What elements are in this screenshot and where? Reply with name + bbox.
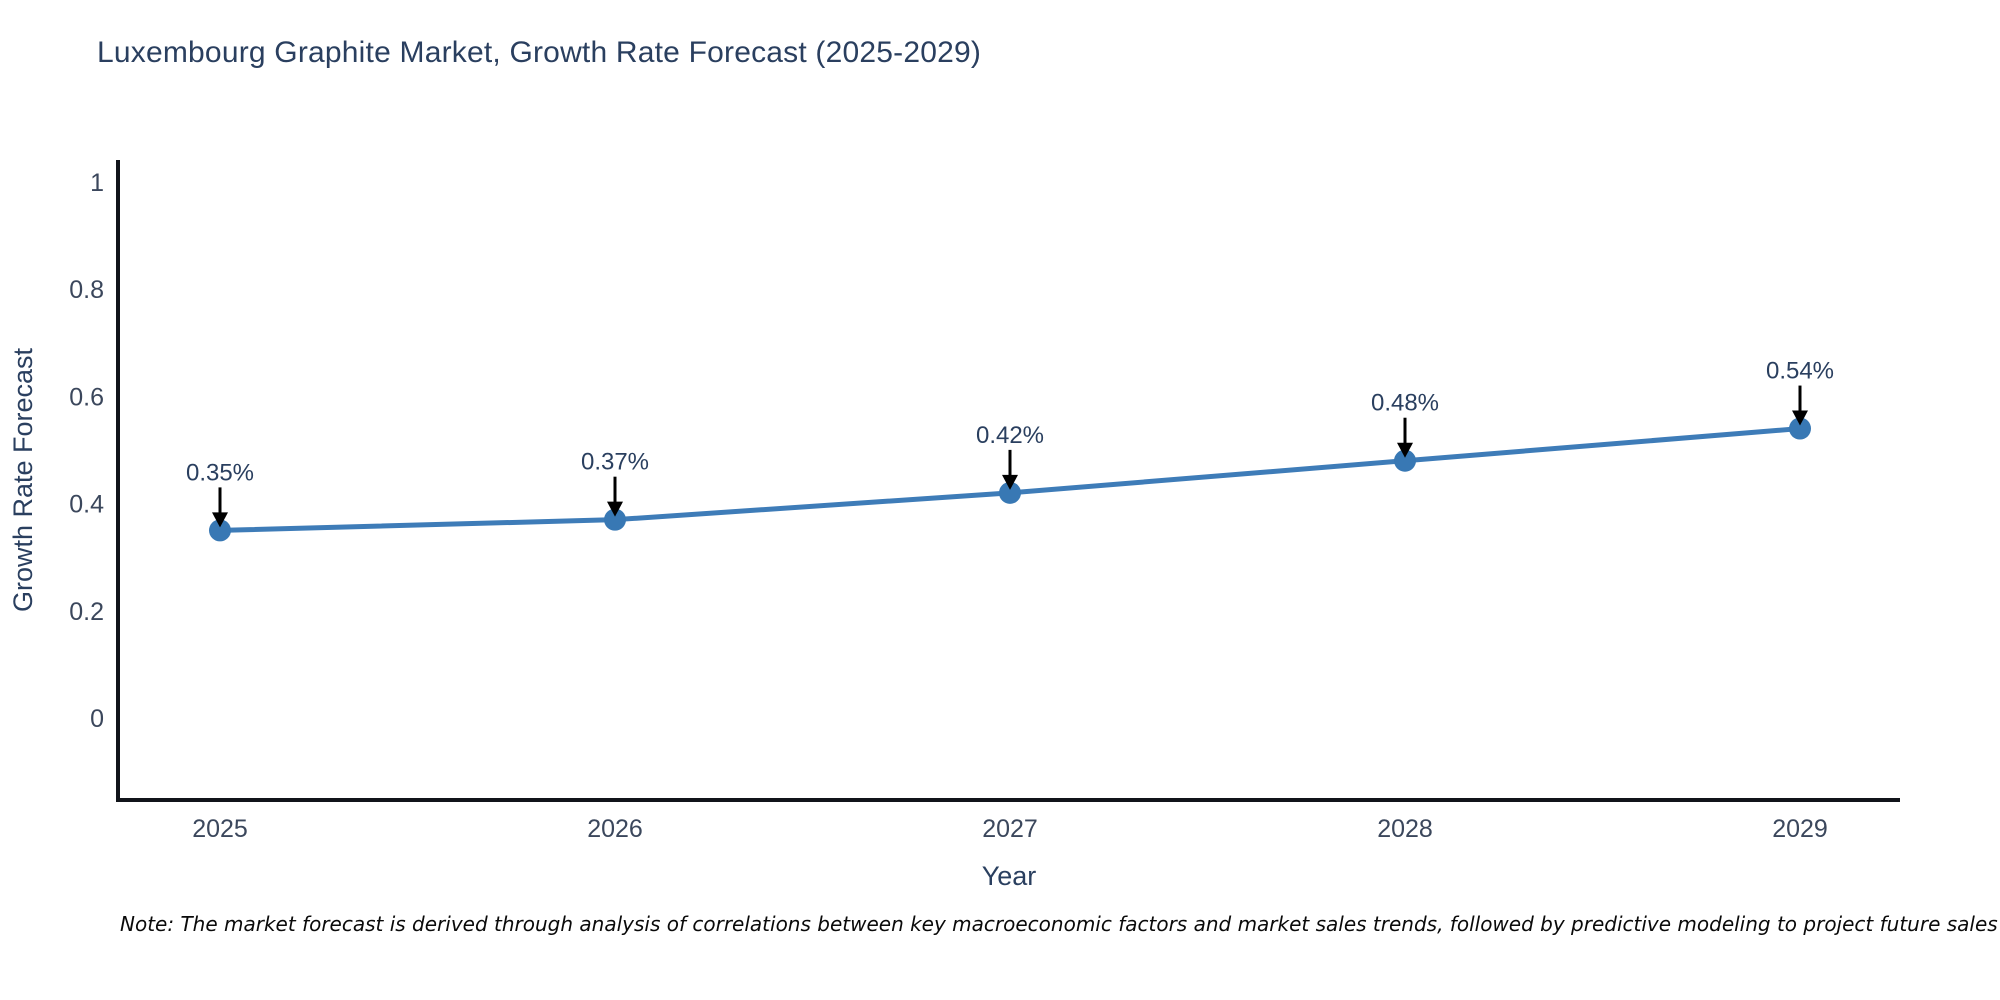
x-tick-label: 2027 bbox=[982, 815, 1038, 843]
annotation-label: 0.37% bbox=[581, 449, 649, 476]
data-point bbox=[999, 481, 1021, 504]
annotation-arrow-head bbox=[607, 501, 623, 517]
y-tick-label: 1 bbox=[90, 169, 104, 197]
annotation-arrow-head bbox=[1002, 474, 1018, 490]
y-tick-label: 0.4 bbox=[69, 491, 104, 519]
x-tick-label: 2029 bbox=[1772, 815, 1828, 843]
data-point bbox=[1394, 449, 1416, 472]
x-tick-label: 2028 bbox=[1377, 815, 1433, 843]
annotation-arrow-head bbox=[212, 512, 228, 528]
y-tick-label: 0 bbox=[90, 705, 104, 733]
y-tick-label: 0.6 bbox=[69, 383, 104, 411]
y-axis-title: Growth Rate Forecast bbox=[8, 347, 38, 612]
annotation-arrow-head bbox=[1792, 410, 1808, 426]
x-tick-label: 2026 bbox=[587, 815, 643, 843]
x-axis-title: Year bbox=[982, 861, 1037, 891]
annotation-label: 0.35% bbox=[186, 459, 254, 486]
annotation-label: 0.48% bbox=[1371, 390, 1439, 417]
x-tick-label: 2025 bbox=[192, 815, 248, 843]
chart-title: Luxembourg Graphite Market, Growth Rate … bbox=[97, 36, 982, 69]
annotation-label: 0.42% bbox=[976, 422, 1044, 449]
y-tick-label: 0.2 bbox=[69, 598, 104, 626]
data-point bbox=[209, 519, 231, 542]
annotation-label: 0.54% bbox=[1766, 358, 1834, 385]
data-point bbox=[604, 508, 626, 531]
footnote: Note: The market forecast is derived thr… bbox=[120, 912, 1998, 936]
y-tick-label: 0.8 bbox=[69, 276, 104, 304]
annotation-arrow-head bbox=[1397, 442, 1413, 458]
data-point bbox=[1789, 417, 1811, 440]
